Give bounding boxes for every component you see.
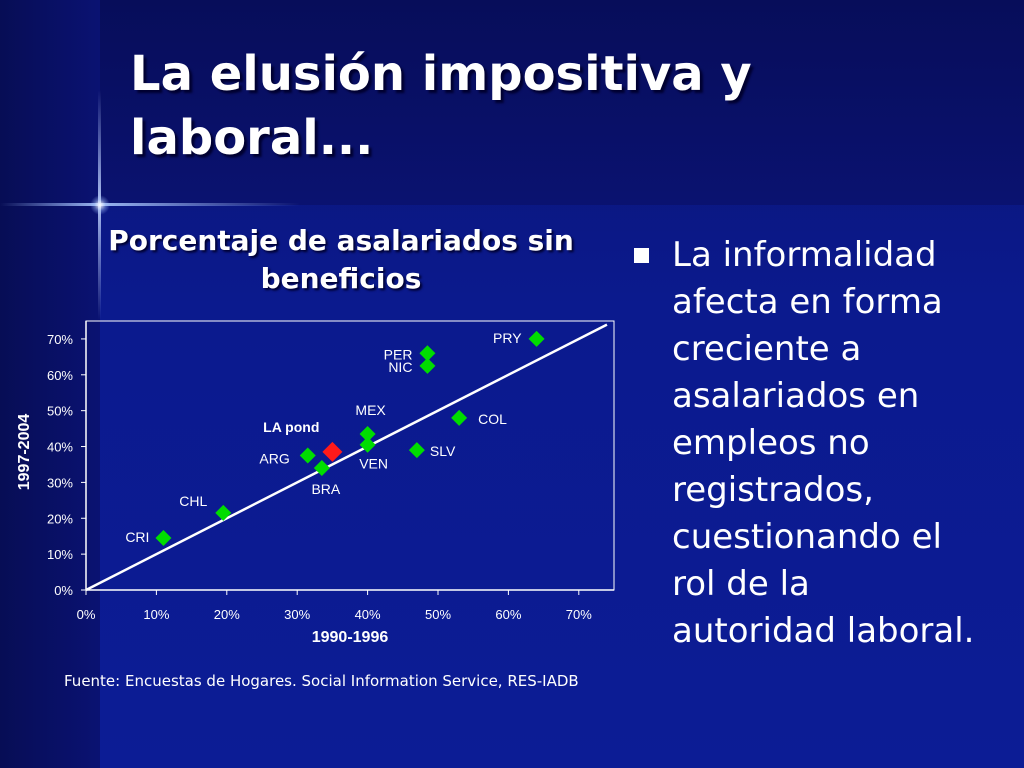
- x-tick-label: 60%: [495, 607, 521, 622]
- point-label-bra: BRA: [311, 481, 340, 497]
- point-per: [419, 345, 436, 362]
- point-nic: [419, 357, 436, 374]
- x-tick-label: 20%: [214, 607, 240, 622]
- y-tick-label: 40%: [47, 440, 73, 455]
- left-band: [0, 0, 100, 768]
- point-label-slv: SLV: [430, 443, 456, 459]
- y-tick-label: 60%: [47, 368, 73, 383]
- point-label-arg: ARG: [259, 451, 289, 467]
- point-ven: [359, 436, 376, 453]
- point-arg: [299, 447, 316, 464]
- light-flare-center: [90, 195, 110, 215]
- point-col: [451, 409, 468, 426]
- y-tick-label: 0%: [54, 583, 73, 598]
- y-axis-label: 1997-2004: [16, 414, 33, 491]
- slide-title: La elusión impositiva y laboral...: [130, 46, 752, 166]
- x-tick-label: 0%: [77, 607, 96, 622]
- y-tick-label: 20%: [47, 511, 73, 526]
- point-pry: [528, 330, 545, 347]
- point-la-pond: [322, 441, 343, 462]
- reference-line: [85, 323, 608, 592]
- y-tick-label: 70%: [47, 332, 73, 347]
- x-tick-label: 40%: [355, 607, 381, 622]
- x-tick-label: 10%: [143, 607, 169, 622]
- point-slv: [408, 442, 425, 459]
- point-label-per: PER: [384, 346, 413, 362]
- bullet-text: La informalidad afecta en forma crecient…: [672, 235, 975, 651]
- point-label-chl: CHL: [179, 493, 207, 509]
- y-tick-label: 50%: [47, 404, 73, 419]
- bullet-marker-icon: [634, 248, 649, 263]
- point-label-la-pond: LA pond: [263, 419, 319, 435]
- point-label-mex: MEX: [355, 402, 386, 418]
- point-label-cri: CRI: [125, 529, 149, 545]
- chart-title: Porcentaje de asalariados sin beneficios: [108, 224, 574, 295]
- point-bra: [313, 460, 330, 477]
- x-axis-label: 1990-1996: [312, 629, 389, 646]
- point-mex: [359, 425, 376, 442]
- point-label-col: COL: [478, 411, 507, 427]
- point-chl: [215, 504, 232, 521]
- light-flare-horizontal: [0, 203, 300, 206]
- x-tick-label: 70%: [566, 607, 592, 622]
- point-label-ven: VEN: [359, 456, 388, 472]
- point-label-nic: NIC: [388, 359, 412, 375]
- point-cri: [155, 529, 172, 546]
- x-tick-label: 50%: [425, 607, 451, 622]
- title-band: [0, 0, 1024, 205]
- x-tick-label: 30%: [284, 607, 310, 622]
- source-note: Fuente: Encuestas de Hogares. Social Inf…: [64, 672, 579, 690]
- point-label-pry: PRY: [493, 330, 522, 346]
- y-tick-label: 30%: [47, 475, 73, 490]
- y-tick-label: 10%: [47, 547, 73, 562]
